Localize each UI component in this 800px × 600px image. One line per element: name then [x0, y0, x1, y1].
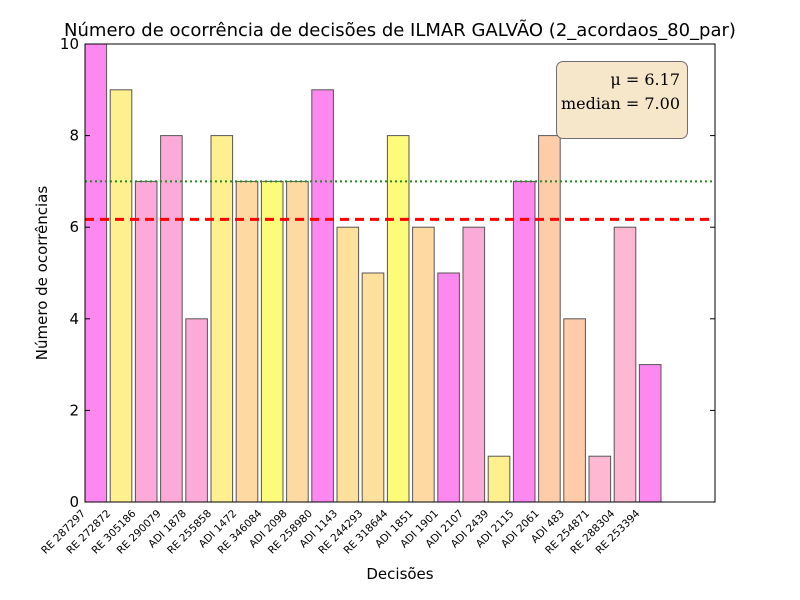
bar — [386, 135, 410, 503]
bar — [260, 180, 284, 503]
bar — [512, 180, 536, 503]
bar — [286, 180, 309, 503]
bar — [462, 226, 486, 503]
bar — [336, 226, 360, 503]
plot-frame — [84, 43, 716, 503]
bar — [311, 89, 334, 503]
bar — [613, 226, 637, 503]
stats-box: μ = 6.17 median = 7.00 — [556, 61, 688, 139]
bar — [185, 318, 208, 503]
bar — [361, 272, 385, 503]
bar — [487, 455, 511, 503]
bar — [210, 135, 234, 503]
y-tick-label: 0 — [69, 493, 79, 511]
bar — [109, 89, 133, 503]
y-tick-label: 6 — [69, 218, 79, 236]
bar — [638, 364, 662, 503]
median-label: median = 7.00 — [560, 94, 680, 113]
bar — [538, 135, 561, 503]
x-axis-label: Decisões — [366, 565, 433, 583]
bar — [235, 180, 259, 503]
mean-label: μ = 6.17 — [610, 70, 680, 89]
y-axis-label: Número de ocorrências — [33, 186, 51, 361]
reference-lines — [85, 180, 715, 221]
bar — [563, 318, 586, 503]
bar — [134, 180, 158, 503]
bar — [84, 43, 108, 503]
bar — [412, 226, 435, 503]
y-tick-label: 2 — [69, 401, 79, 419]
bar — [160, 135, 183, 503]
chart-title: Número de ocorrência de decisões de ILMA… — [64, 19, 736, 41]
y-tick-label: 10 — [60, 35, 79, 53]
y-tick-label: 4 — [69, 310, 79, 328]
y-tick-label: 8 — [69, 127, 79, 145]
bar — [588, 455, 612, 503]
y-ticks: 0 2 4 6 8 10 — [60, 35, 715, 511]
bar — [437, 272, 460, 503]
